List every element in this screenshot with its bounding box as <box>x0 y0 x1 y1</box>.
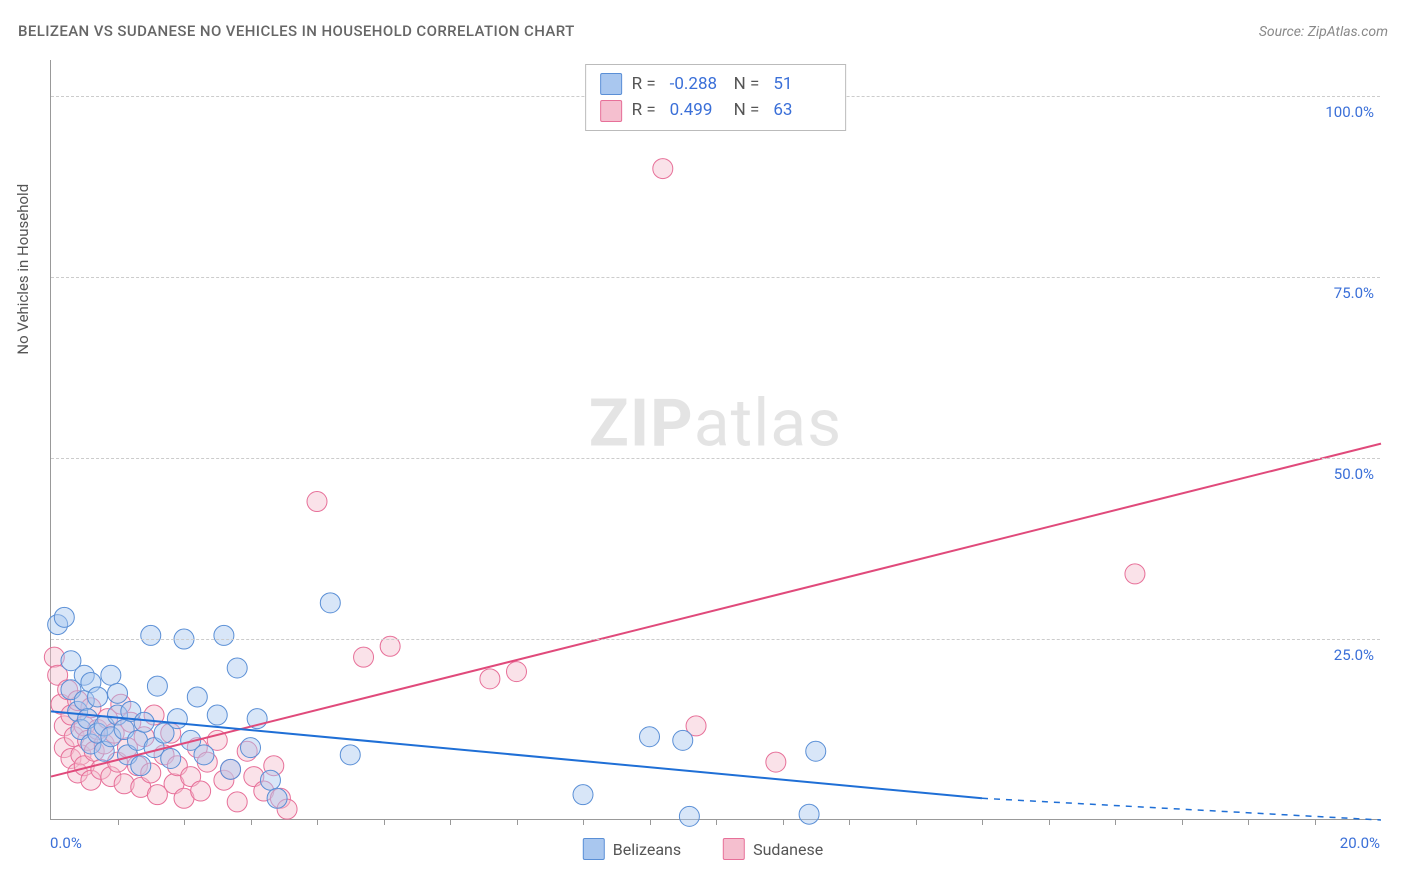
swatch-belizeans <box>600 73 622 95</box>
chart-title: BELIZEAN VS SUDANESE NO VEHICLES IN HOUS… <box>18 22 575 40</box>
swatch-belizeans-icon <box>583 838 605 860</box>
legend-row-belizeans: R = -0.288 N = 51 <box>600 71 828 97</box>
swatch-sudanese <box>600 100 622 122</box>
legend-item-belizeans: Belizeans <box>583 838 681 860</box>
scatter-plot: ZIPatlas R = -0.288 N = 51 R = 0.499 N =… <box>50 60 1380 820</box>
y-tick-label: 25.0% <box>1334 646 1374 664</box>
swatch-sudanese-icon <box>723 838 745 860</box>
y-tick-label: 50.0% <box>1334 465 1374 483</box>
x-axis-min-label: 0.0% <box>50 834 82 852</box>
y-axis-title: No Vehicles in Household <box>14 184 32 355</box>
source-attribution: Source: ZipAtlas.com <box>1259 24 1388 40</box>
x-axis-max-label: 20.0% <box>1340 834 1380 852</box>
chart-canvas <box>51 60 1380 819</box>
y-tick-label: 75.0% <box>1334 284 1374 302</box>
legend-item-sudanese: Sudanese <box>723 838 823 860</box>
y-tick-label: 100.0% <box>1325 103 1374 121</box>
series-legend: Belizeans Sudanese <box>583 838 823 860</box>
correlation-legend: R = -0.288 N = 51 R = 0.499 N = 63 <box>585 64 847 131</box>
legend-row-sudanese: R = 0.499 N = 63 <box>600 97 828 123</box>
